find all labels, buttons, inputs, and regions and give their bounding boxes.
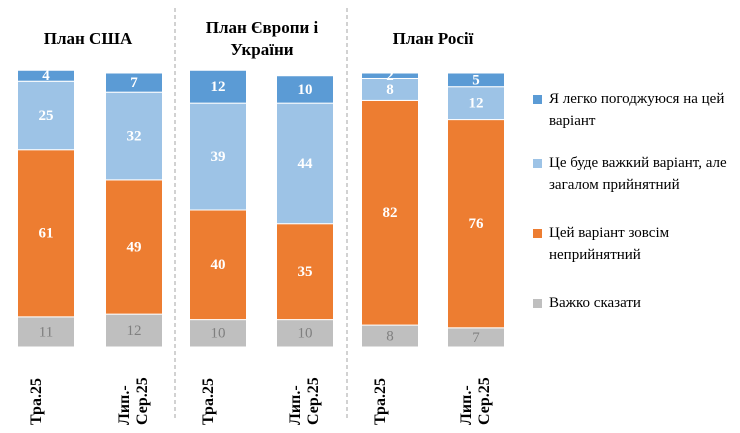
legend-label: Важко сказати [549,295,641,311]
legend-marker [533,95,542,104]
bar-segment [276,75,334,104]
value-label: 11 [39,324,53,340]
legend-label: Я легко погоджуюся на цей варіант [549,91,725,129]
value-label: 61 [39,226,54,242]
bar-segment [189,69,247,104]
panel-title: План США [43,29,133,48]
value-label: 12 [469,96,484,112]
bar-segment [189,209,247,321]
value-label: 40 [211,257,226,273]
x-tick-label: Лип.-Сер.25 [287,377,322,425]
legend-marker [533,299,542,308]
bar-segment [361,72,419,79]
x-tick-label: Тра.25 [372,378,389,425]
bar-segment [189,319,247,348]
bar-segment [17,69,75,82]
legend-label: Це буде важкий варіант, але загалом прий… [549,155,727,193]
bar-segment [276,223,334,321]
x-tick-label: Тра.25 [28,378,45,425]
value-label: 82 [383,205,398,221]
legend-marker [533,159,542,168]
bar-segment [447,86,505,121]
legend-marker [533,229,542,238]
bar-segment [189,102,247,211]
bar-segment [361,99,419,326]
bar-segment [447,119,505,329]
bar-segment [447,72,505,88]
value-label: 7 [130,75,138,91]
value-label: 12 [127,323,142,339]
value-label: 2 [386,68,394,84]
bar-segment [105,313,163,348]
x-tick-label: Лип.-Сер.25 [458,377,493,425]
legend-label: Цей варіант зовсім неприйнятний [549,225,670,263]
bar-segment [105,91,163,181]
panel-title: План Росії [392,29,474,48]
x-tick-label: Лип.-Сер.25 [116,377,151,425]
value-label: 49 [127,239,142,255]
value-label: 10 [211,326,226,342]
value-label: 8 [386,328,394,344]
bar-segment [105,179,163,315]
value-label: 5 [472,72,480,88]
value-label: 7 [472,330,480,346]
value-label: 10 [298,82,313,98]
value-label: 32 [127,128,142,144]
value-label: 39 [211,149,226,165]
value-label: 10 [298,326,313,342]
value-label: 25 [39,108,54,124]
value-label: 44 [298,156,314,172]
bar-segment [276,102,334,225]
value-label: 8 [386,82,394,98]
x-tick-label: Тра.25 [200,378,217,425]
panel-title: План Європи і України [205,18,319,59]
value-label: 35 [298,264,313,280]
bar-segment [105,72,163,93]
bar-segment [17,149,75,318]
value-label: 76 [469,216,485,232]
value-label: 4 [42,68,50,84]
value-label: 12 [211,79,226,95]
bar-segment [276,319,334,348]
